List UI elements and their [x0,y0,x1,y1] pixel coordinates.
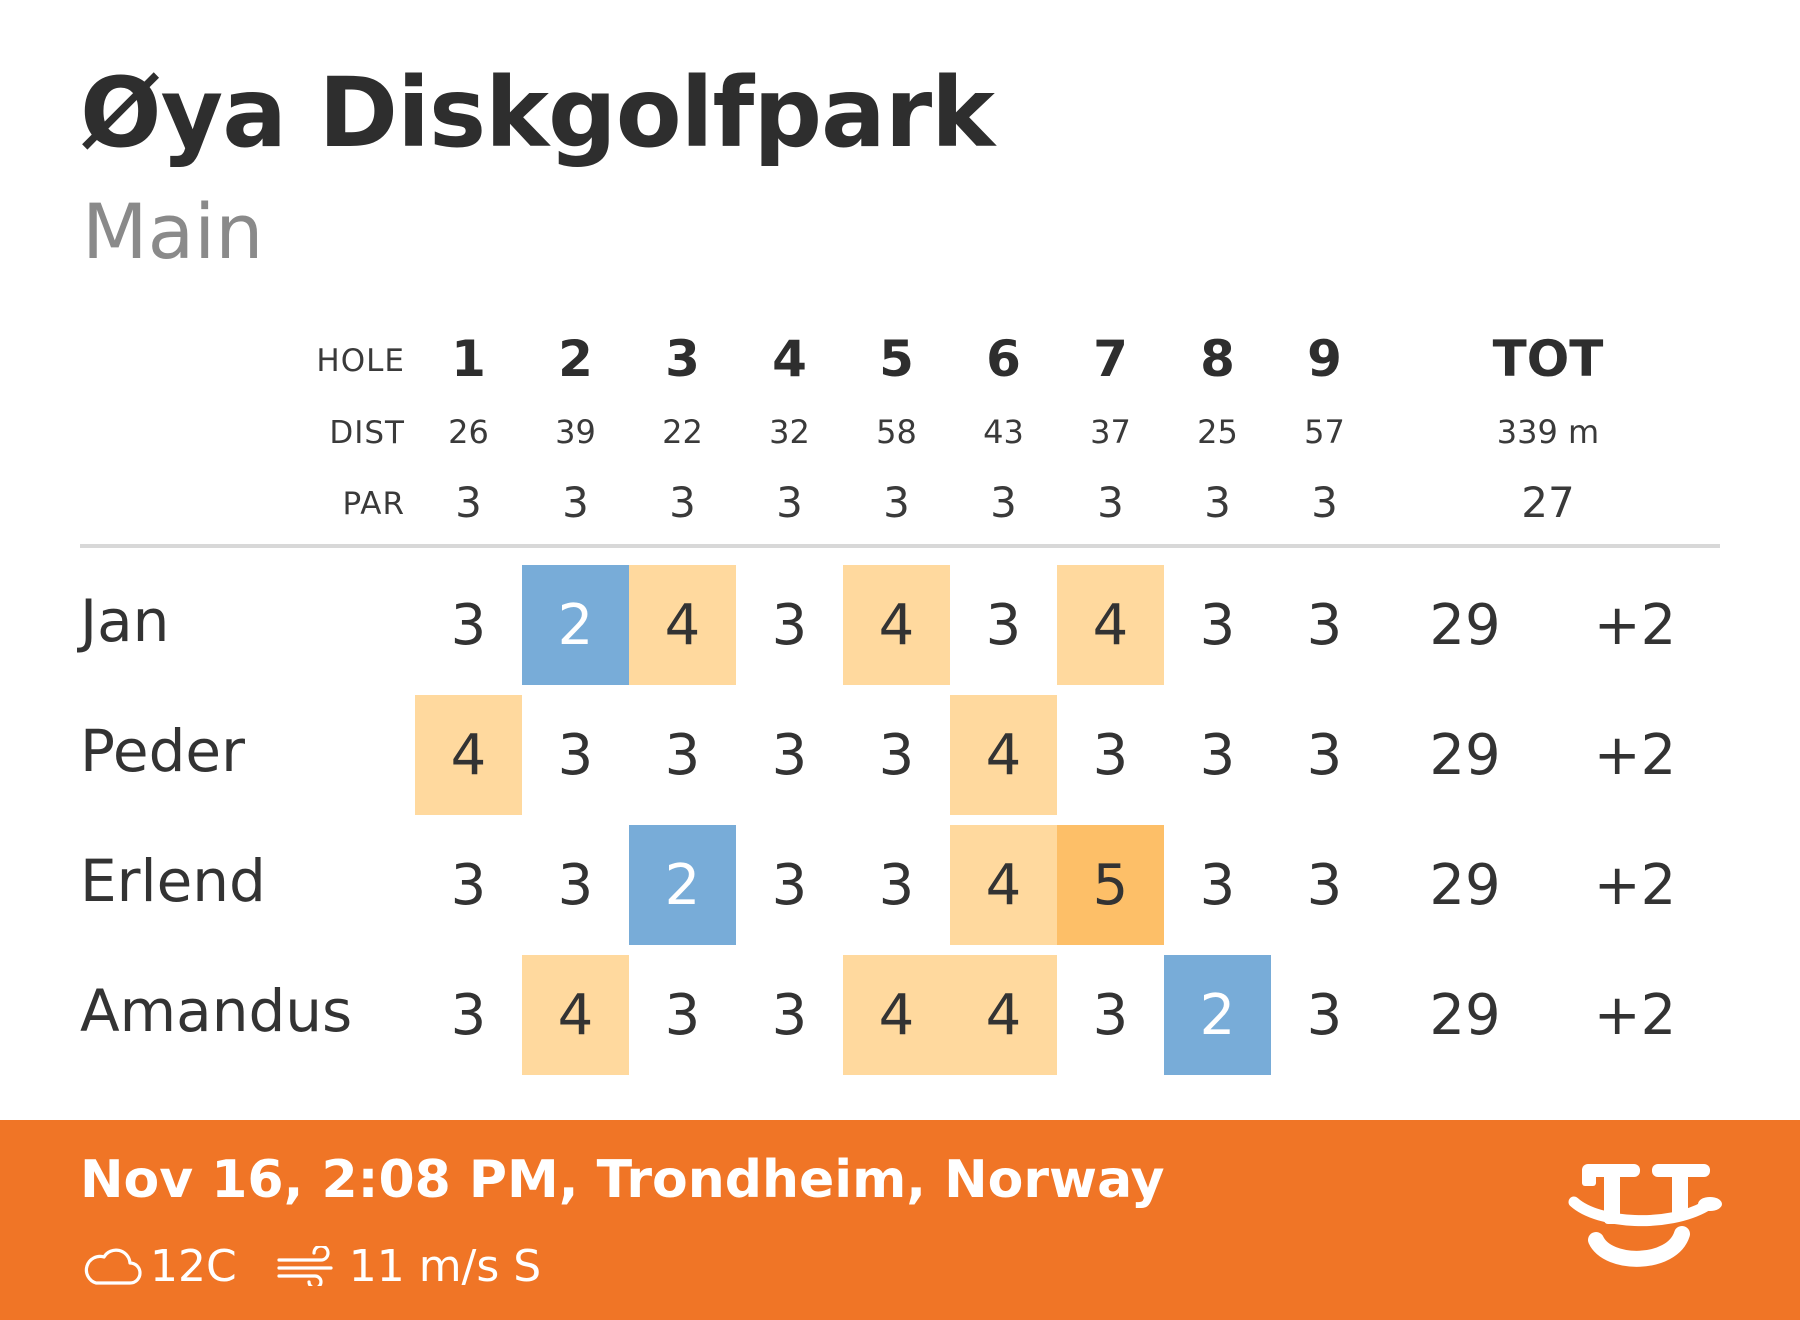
score-cell: 4 [950,695,1057,815]
wind-icon [277,1246,333,1286]
player-name: Jan [80,587,170,655]
hole-4: 4 [772,330,807,388]
score-cell: 3 [985,592,1022,658]
par-1: 3 [455,478,482,527]
dist-6: 43 [983,413,1024,451]
player-total: 29 [1429,722,1501,788]
weather-info: 12C 11 m/s S [80,1236,541,1296]
player-diff: +2 [1593,592,1677,658]
player-total: 29 [1429,852,1501,918]
temperature: 12C [150,1240,237,1292]
player-diff: +2 [1593,722,1677,788]
par-label: PAR [342,486,405,522]
score-cell: 3 [450,982,487,1048]
player-name: Erlend [80,847,266,915]
par-2: 3 [562,478,589,527]
score-cell: 3 [557,852,594,918]
score-cell: 3 [1199,592,1236,658]
dist-3: 22 [662,413,703,451]
score-cell: 3 [878,852,915,918]
hole-7: 7 [1093,330,1128,388]
score-cell: 3 [771,722,808,788]
score-cell: 3 [771,852,808,918]
hole-3: 3 [665,330,700,388]
player-diff: +2 [1593,982,1677,1048]
layout-name: Main [82,187,264,276]
score-cell: 4 [1057,565,1164,685]
par-5: 3 [883,478,910,527]
tot-dist: 339 m [1496,413,1600,451]
score-cell: 3 [664,982,701,1048]
dist-9: 57 [1304,413,1345,451]
score-cell: 4 [843,565,950,685]
dist-7: 37 [1090,413,1131,451]
tot-par: 27 [1521,478,1575,527]
score-cell: 3 [1199,852,1236,918]
score-cell: 3 [450,852,487,918]
cloud-icon [84,1248,142,1285]
dist-2: 39 [555,413,596,451]
hole-1: 1 [451,330,486,388]
score-cell: 4 [415,695,522,815]
round-datetime-location: Nov 16, 2:08 PM, Trondheim, Norway [80,1150,1165,1210]
player-name: Peder [80,717,245,785]
score-cell: 3 [1092,982,1129,1048]
hole-2: 2 [558,330,593,388]
score-cell: 3 [771,982,808,1048]
par-9: 3 [1311,478,1338,527]
dist-5: 58 [876,413,917,451]
score-cell: 2 [629,825,736,945]
score-cell: 3 [1306,722,1343,788]
score-cell: 3 [1306,592,1343,658]
score-cell: 3 [1306,852,1343,918]
wind-speed: 11 m/s S [348,1240,542,1292]
header-divider [80,544,1720,548]
score-cell: 3 [771,592,808,658]
score-cell: 5 [1057,825,1164,945]
score-cell: 4 [950,825,1057,945]
hole-8: 8 [1200,330,1235,388]
score-cell: 3 [1092,722,1129,788]
player-diff: +2 [1593,852,1677,918]
par-3: 3 [669,478,696,527]
hole-9: 9 [1307,330,1342,388]
dist-8: 25 [1197,413,1238,451]
tot-label: TOT [1492,330,1604,388]
score-cell: 2 [1164,955,1271,1075]
par-6: 3 [990,478,1017,527]
score-cell: 4 [843,955,950,1075]
udisc-logo [1568,1164,1722,1267]
score-cell: 2 [522,565,629,685]
hole-6: 6 [986,330,1021,388]
par-7: 3 [1097,478,1124,527]
score-cell: 4 [522,955,629,1075]
score-cell: 4 [629,565,736,685]
score-cell: 3 [1199,722,1236,788]
dist-4: 32 [769,413,810,451]
hole-label: HOLE [316,343,405,379]
player-total: 29 [1429,592,1501,658]
score-cell: 3 [450,592,487,658]
dist-1: 26 [448,413,489,451]
score-cell: 3 [878,722,915,788]
hole-5: 5 [879,330,914,388]
score-cell: 3 [1306,982,1343,1048]
footer-bar: Nov 16, 2:08 PM, Trondheim, Norway 12C 1… [0,1120,1800,1320]
score-cell: 3 [664,722,701,788]
score-cell: 4 [950,955,1057,1075]
par-8: 3 [1204,478,1231,527]
dist-label: DIST [329,415,405,451]
par-4: 3 [776,478,803,527]
player-total: 29 [1429,982,1501,1048]
score-cell: 3 [557,722,594,788]
course-title: Øya Diskgolfpark [80,57,995,169]
player-name: Amandus [80,977,353,1045]
